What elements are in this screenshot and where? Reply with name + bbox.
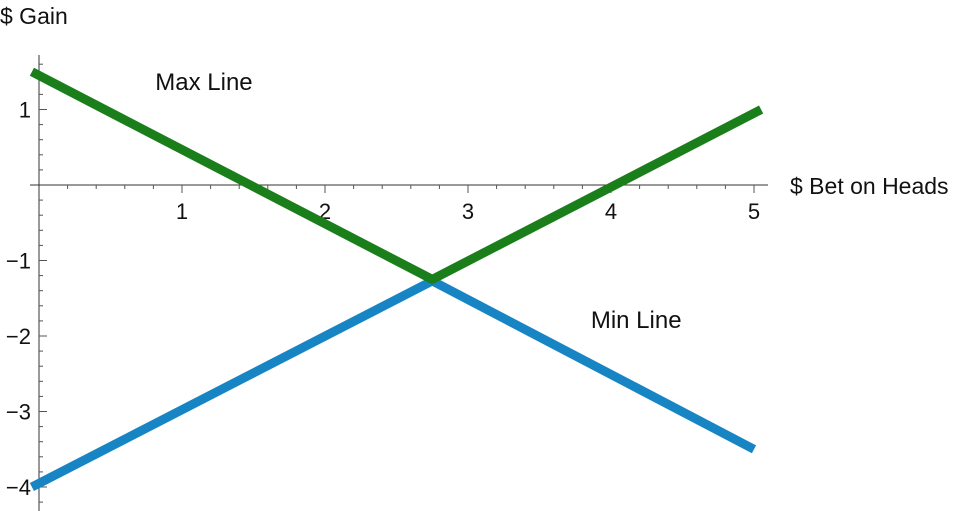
- y-tick-label: −4: [6, 475, 31, 500]
- x-tick-label: 4: [605, 199, 617, 224]
- x-axis-label: $ Bet on Heads: [790, 173, 949, 199]
- x-tick-label: 1: [176, 199, 188, 224]
- x-tick-label: 5: [748, 199, 760, 224]
- x-minor-ticks: [67, 185, 726, 189]
- y-tick-label: −3: [6, 400, 31, 425]
- y-axis-label: $ Gain: [0, 3, 68, 29]
- annotation-max-line: Max Line: [155, 69, 252, 96]
- series-line-max-line: [29, 67, 764, 285]
- series-layer: [29, 67, 764, 492]
- y-minor-ticks: [39, 63, 43, 503]
- y-tick-label: −1: [6, 249, 31, 274]
- y-tick-label: 1: [19, 98, 31, 123]
- x-tick-label: 3: [462, 199, 474, 224]
- y-ticks: 1 −1 −2 −3 −4: [6, 98, 47, 500]
- y-tick-label: −2: [6, 324, 31, 349]
- annotation-min-line: Min Line: [591, 307, 682, 334]
